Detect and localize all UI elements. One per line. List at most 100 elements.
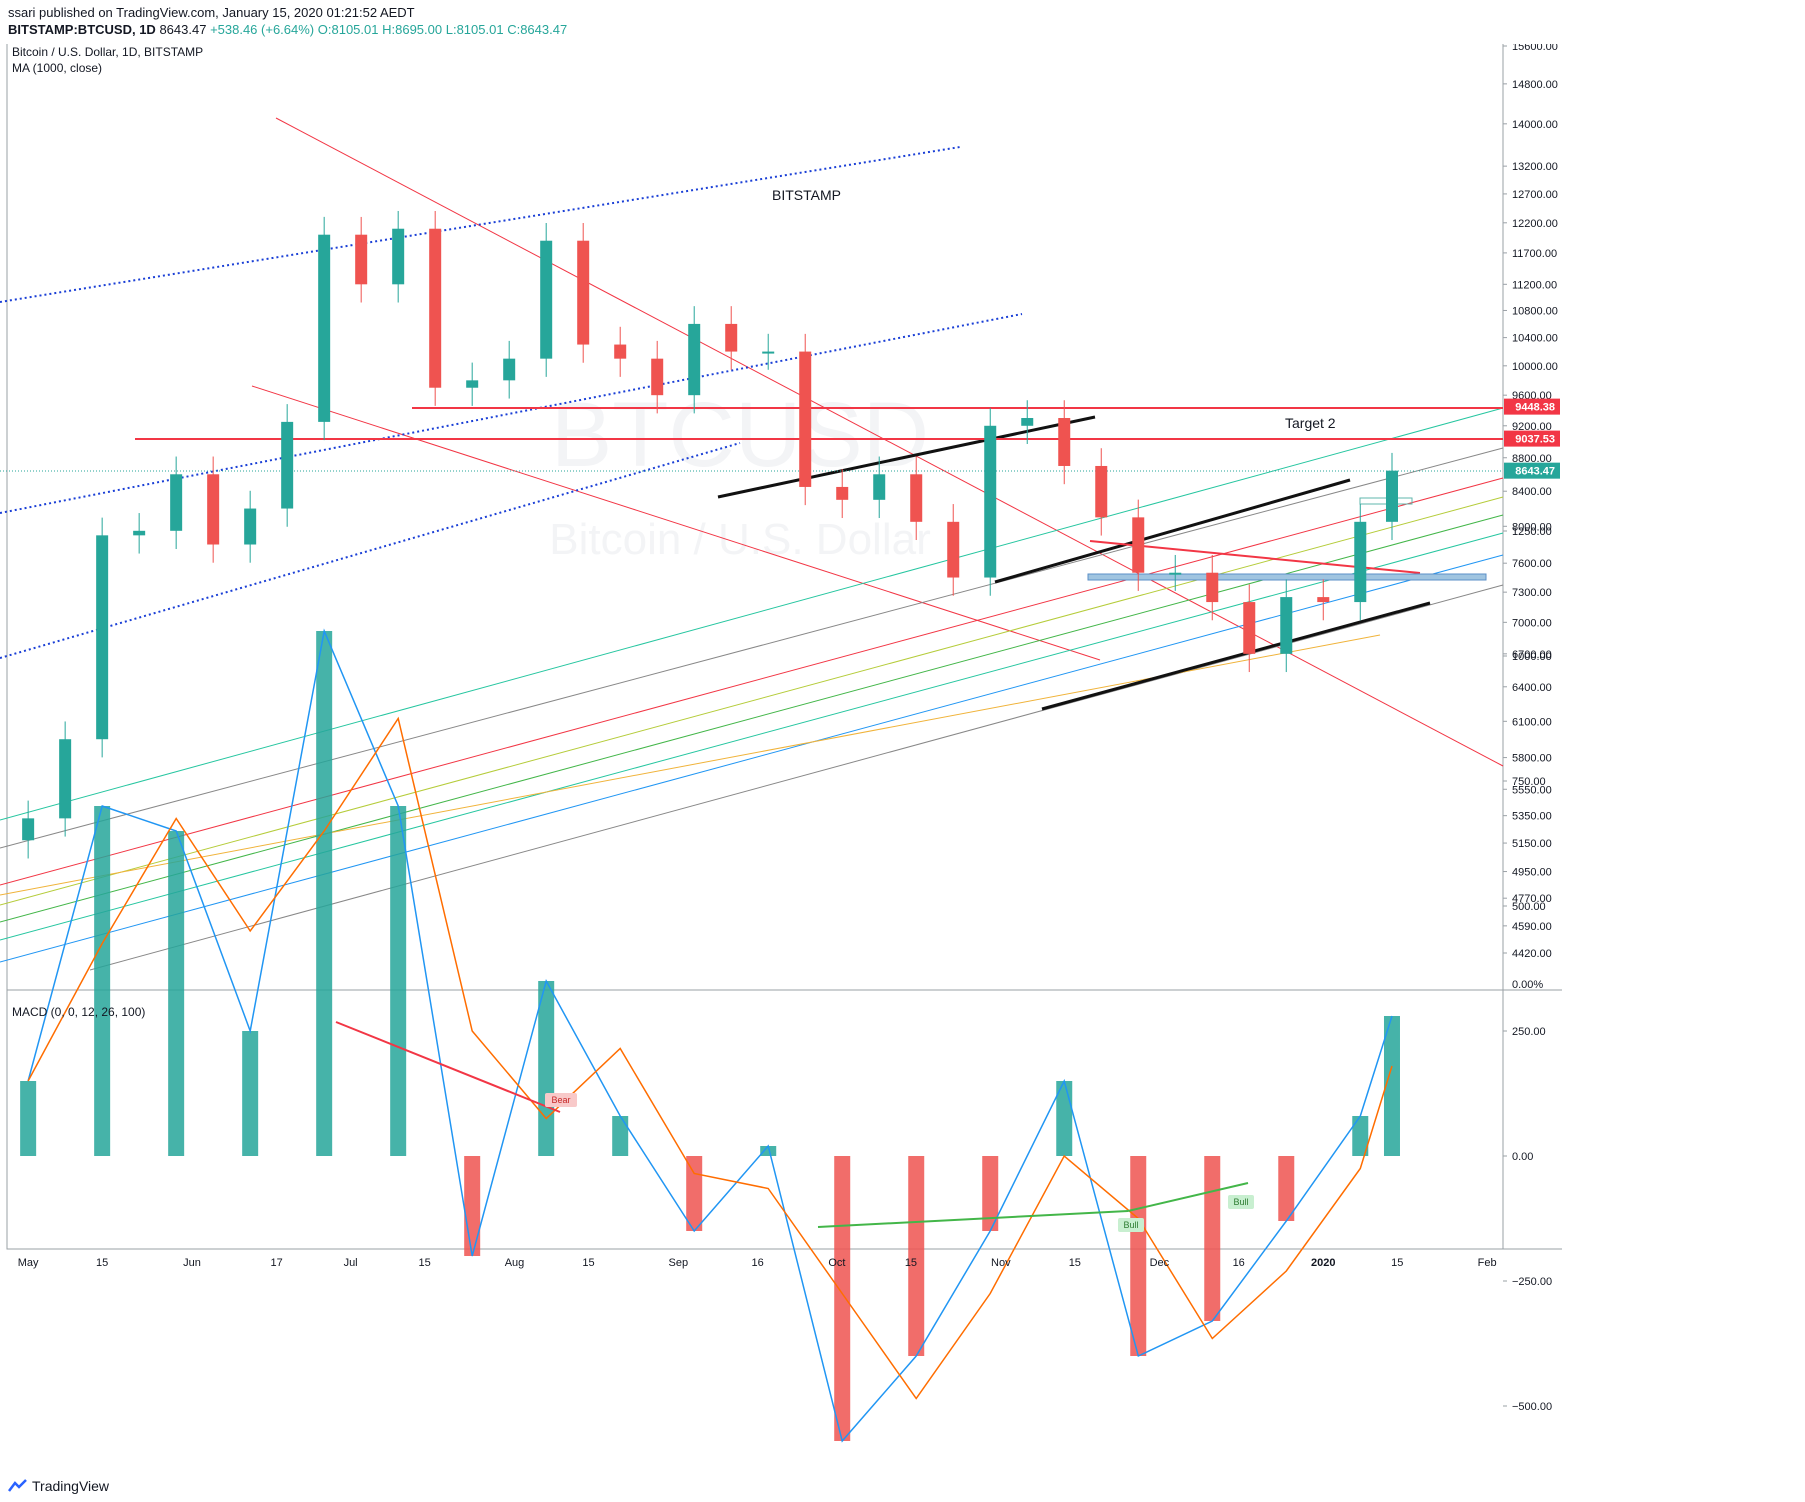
price-tag-9037-bg [1504,430,1560,447]
price-axis-label: 13200.00 [1512,161,1558,173]
footer-brand: TradingView [32,1478,110,1494]
price-candle [1095,465,1108,518]
macd-axis-label: −250.00 [1512,1276,1552,1288]
price-candle [799,351,812,487]
price-candle [577,240,590,345]
time-axis-label: 15 [1069,1257,1081,1269]
time-axis-label: 15 [96,1257,108,1269]
bull-signal-label-2: Bull [1233,1197,1248,1207]
time-axis-label: 16 [1233,1257,1245,1269]
bullish-divergence-line-2 [1127,1182,1249,1212]
price-axis-label: 10800.00 [1512,305,1558,317]
dotted-channel-upper [0,146,961,303]
low-value: L:8105.01 [445,22,504,37]
percent-axis-label: 0.00% [1512,979,1543,991]
watermark-symbol: BTCUSD [551,384,929,486]
macd-axis-label: 0.00 [1512,1151,1533,1163]
price-candle [466,380,479,388]
price-candle [429,228,442,388]
bearish-divergence-line [335,1021,561,1113]
symbol-name[interactable]: BITSTAMP:BTCUSD, 1D [8,22,156,37]
price-axis-label: 7300.00 [1512,587,1552,599]
fib-line-3 [0,477,1504,886]
downtrend-channel-lower [251,385,1101,661]
macd-histogram-bar [1352,1116,1369,1156]
time-axis-label: 15 [1391,1257,1403,1269]
macd-series [20,628,1400,1443]
time-axis-label: 15 [905,1257,917,1269]
support-zone-box [1087,573,1487,581]
bear-signal-label: Bear [551,1095,570,1105]
time-axis-label: 17 [270,1257,282,1269]
price-candle [96,535,109,740]
price-candle [947,521,960,578]
watermark-name: Bitcoin / U.S. Dollar [549,515,930,564]
macd-axis-label: 1250.00 [1512,526,1552,538]
footer: TradingView [0,1472,400,1502]
macd-histogram-bar [612,1116,629,1156]
price-axis-label: 15600.00 [1512,44,1558,53]
price-axis-label: 5800.00 [1512,753,1552,765]
open-value: O:8105.01 [317,22,379,37]
macd-histogram-bar [908,1156,925,1356]
downtrend-channel-upper [275,117,1504,767]
price-candle [244,508,257,545]
price-candle [873,474,886,500]
price-candle [762,351,775,354]
price-candle [1354,521,1367,603]
fib-line-1 [0,407,1504,821]
macd-axis-label: 250.00 [1512,1026,1546,1038]
price-candle [503,358,516,381]
chart-canvas[interactable]: BTCUSD Bitcoin / U.S. Dollar 15600.00 1480… [0,44,1805,1470]
time-axis-label: Nov [991,1257,1011,1269]
price-axis-label: 12700.00 [1512,189,1558,201]
bear-signal-label-bg [545,1093,577,1107]
price-axis-label: 11700.00 [1512,248,1557,260]
price-candle [59,739,72,819]
price-axis-label: 4950.00 [1512,867,1552,879]
macd-histogram-bar [316,631,333,1156]
price-candle [910,474,923,522]
chart-header: ssari published on TradingView.com, Janu… [0,0,1805,44]
time-axis-label: Dec [1150,1257,1170,1269]
dotted-channel-middle [0,313,1023,514]
price-axis-label: 7600.00 [1512,558,1552,570]
macd-histogram-bar [94,806,111,1156]
time-axis-label: May [18,1257,39,1269]
time-axis-label: 16 [752,1257,764,1269]
price-candle [984,425,997,578]
price-tag-last-bg [1504,462,1560,479]
legend-title: Bitcoin / U.S. Dollar, 1D, BITSTAMP [12,45,203,59]
close-value: C:8643.47 [507,22,568,37]
macd-histogram-bar [1383,1016,1400,1156]
time-axis-label: 2020 [1311,1257,1335,1269]
price-tag-9448: 9448.38 [1515,402,1555,414]
publish-info: ssari published on TradingView.com, Janu… [8,5,415,20]
macd-histogram-bar [1278,1156,1295,1221]
price-candle [725,323,738,352]
price-candle [836,486,849,500]
macd-line [27,628,1393,1443]
macd-axis-label: −500.00 [1512,1401,1552,1413]
price-candle [614,344,627,359]
price-axis-label: 4590.00 [1512,921,1552,933]
macd-histogram-bar [834,1156,851,1441]
macd-histogram-bar [390,806,407,1156]
macd-histogram-bar [242,1031,259,1156]
watermark: BTCUSD Bitcoin / U.S. Dollar [549,384,930,564]
bull-signal-label-2-bg [1228,1195,1254,1209]
fib-line-5 [0,514,1504,923]
macd-histogram-bar [464,1156,481,1256]
price-candle [1058,418,1071,466]
bullish-divergence-line-1 [817,1210,1129,1228]
chart-labels: Bitcoin / U.S. Dollar, 1D, BITSTAMP MA (1… [12,45,1336,1232]
macd-histogram-bar [538,981,555,1156]
price-tag-last: 8643.47 [1515,466,1555,478]
price-candle [1021,418,1034,426]
price-axis-label: 6700.00 [1512,649,1552,661]
macd-histogram-bar [686,1156,703,1231]
dotted-channel-lower [0,442,741,659]
macd-histogram-bar [20,1081,37,1156]
macd-histogram-bar [1204,1156,1221,1321]
fib-line-4 [0,496,1504,906]
